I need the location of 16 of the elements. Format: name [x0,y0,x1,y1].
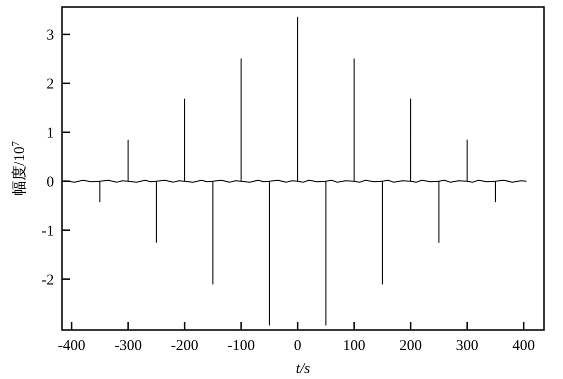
y-tick-label: -1 [42,223,54,240]
y-tick-label: -2 [42,272,54,288]
x-tick-label: -100 [227,338,255,354]
y-tick-label: 2 [46,76,54,93]
x-tick-label: 200 [399,338,422,354]
x-tick-label: 0 [294,338,302,354]
y-tick-label: 1 [46,126,54,142]
x-tick-label: 400 [512,338,535,354]
x-tick-label: -200 [170,338,198,354]
y-tick-label: 0 [46,174,54,190]
x-tick-label: -300 [114,338,142,354]
x-axis-title: t/s [296,361,310,377]
x-tick-label: 300 [456,338,478,354]
y-tick-label: 3 [46,28,54,44]
x-tick-label: 100 [342,338,366,354]
x-tick-label: -400 [58,338,86,354]
